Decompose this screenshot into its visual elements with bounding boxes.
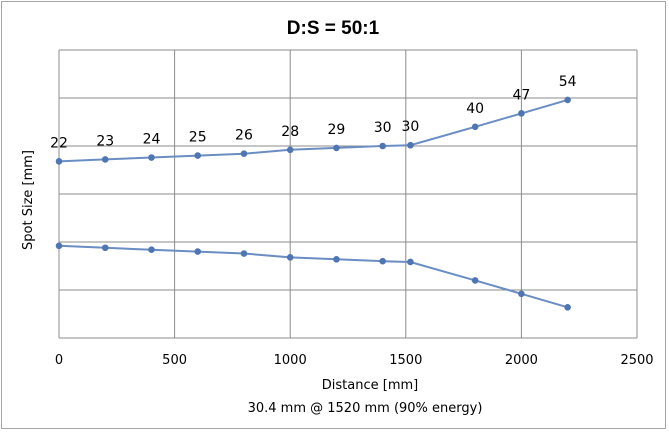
data-point	[379, 142, 386, 150]
data-point	[101, 244, 109, 252]
data-point	[55, 242, 63, 250]
data-point	[286, 146, 294, 154]
chart-title: D:S = 50:1	[287, 18, 380, 39]
data-label: 22	[50, 135, 68, 151]
x-tick-label: 0	[55, 353, 63, 368]
data-label: 24	[143, 132, 161, 148]
x-axis-label: Distance [mm]	[322, 378, 418, 393]
y-axis-label: Spot Size [mm]	[21, 150, 36, 250]
data-point	[194, 152, 202, 159]
x-tick-label: 1500	[389, 353, 422, 368]
x-tick-label: 2000	[505, 353, 538, 368]
data-point	[240, 250, 248, 257]
data-point	[407, 258, 414, 266]
data-point	[518, 110, 525, 117]
data-point	[194, 248, 202, 255]
data-point	[407, 141, 414, 149]
x-tick-label: 1000	[274, 353, 307, 368]
series-line-1	[58, 244, 568, 309]
data-label: 47	[512, 87, 530, 103]
data-point	[101, 156, 109, 163]
data-label: 30	[402, 119, 420, 135]
data-point	[333, 144, 340, 152]
data-point	[471, 123, 479, 131]
data-point	[564, 303, 571, 311]
data-label: 23	[96, 133, 114, 149]
data-point	[379, 257, 386, 265]
data-point	[333, 255, 340, 263]
x-tick-label: 500	[162, 353, 187, 368]
x-tick-label: 2500	[620, 353, 653, 368]
data-point	[148, 246, 155, 253]
data-point	[240, 150, 248, 157]
data-point	[471, 277, 479, 284]
data-point	[286, 254, 294, 261]
series-line-0	[58, 98, 568, 163]
data-label: 30	[374, 120, 392, 136]
chart-subtitle: 30.4 mm @ 1520 mm (90% energy)	[248, 401, 483, 416]
data-label: 26	[235, 128, 253, 144]
data-label: 28	[281, 124, 299, 140]
data-point	[55, 158, 63, 165]
data-label: 54	[559, 74, 577, 90]
data-label: 25	[189, 130, 207, 146]
data-point	[518, 290, 525, 298]
data-point	[148, 154, 155, 161]
data-point	[564, 96, 571, 104]
data-label: 40	[466, 101, 484, 117]
data-label: 29	[328, 122, 346, 138]
